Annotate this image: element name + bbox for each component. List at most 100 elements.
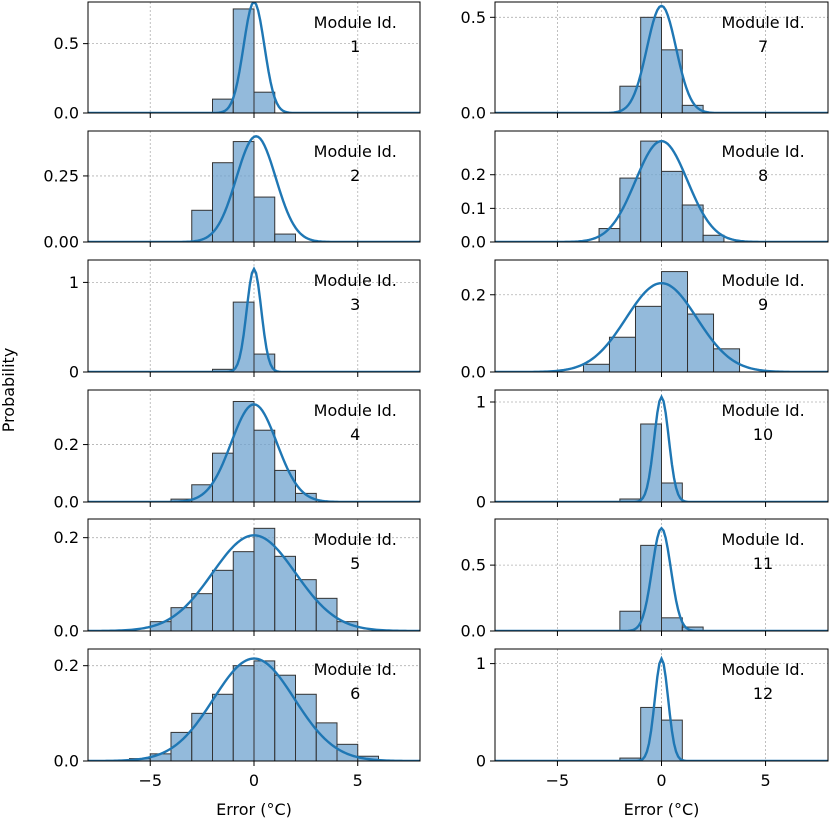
histogram-bar: [661, 617, 683, 631]
histogram-bar: [274, 469, 296, 502]
module-id-number: 1: [350, 37, 360, 56]
histogram-bar: [582, 363, 610, 372]
y-tick-label: 0.00: [43, 233, 79, 252]
histogram-bar: [702, 234, 725, 242]
module-annotation-label: Module Id.: [721, 401, 804, 420]
histogram-bar: [640, 544, 662, 631]
kde-curve: [495, 281, 828, 372]
histogram-bar: [274, 233, 296, 242]
y-tick-label: 0.5: [461, 556, 486, 575]
y-tick-label: 0: [69, 363, 79, 382]
x-axis-label: Error (°C): [216, 800, 292, 819]
histogram-bar: [232, 665, 255, 761]
y-tick-label: 0.1: [461, 199, 486, 218]
subplot-module-9: 0.0 0.2 Module Id. 9: [461, 259, 829, 382]
subplot-module-12: 0 1 −5 0 5 Module Id. 12 Error (°C): [476, 648, 829, 819]
module-id-number: 11: [753, 554, 773, 573]
module-id-number: 7: [758, 37, 768, 56]
subplot-module-2: 0.00 0.25 Module Id. 2: [43, 130, 421, 252]
y-tick-label: 1: [69, 273, 79, 292]
module-id-number: 10: [753, 425, 773, 444]
module-annotation-label: Module Id.: [314, 142, 397, 161]
module-annotation-label: Module Id.: [314, 13, 397, 32]
x-tick-label: 5: [353, 771, 363, 790]
histogram-bar: [608, 336, 636, 372]
subplot-module-7: 0.0 0.5 Module Id. 7: [461, 1, 829, 123]
subplot-module-8: 0.0 0.1 0.2 Module Id. 8: [461, 130, 829, 252]
module-id-number: 9: [758, 295, 768, 314]
module-annotation-label: Module Id.: [721, 142, 804, 161]
subplot-module-3: 0 1 Module Id. 3: [69, 259, 421, 382]
kde-curve: [88, 135, 420, 242]
histogram-bar: [634, 305, 662, 372]
y-tick-label: 0.0: [461, 104, 486, 123]
histogram-bar: [713, 348, 741, 372]
module-annotation-label: Module Id.: [314, 271, 397, 290]
histogram-bar: [253, 429, 276, 502]
histogram-bar: [661, 271, 689, 372]
histogram-bar: [253, 196, 276, 242]
histogram-bar: [191, 593, 213, 631]
module-annotation-label: Module Id.: [314, 530, 397, 549]
y-tick-label: 0.0: [461, 363, 486, 382]
subplot-module-10: 0 1 Module Id. 10: [476, 389, 829, 512]
histogram-bar: [253, 91, 276, 113]
module-id-number: 3: [350, 295, 360, 314]
y-tick-label: 0.2: [54, 528, 79, 547]
y-tick-label: 0.2: [54, 435, 79, 454]
histogram-bar: [661, 170, 683, 242]
y-tick-label: 0.0: [461, 233, 486, 252]
module-annotation-label: Module Id.: [721, 530, 804, 549]
subplot-module-1: 0.0 0.5 Module Id. 1: [54, 1, 421, 123]
subplot-module-4: 0.0 0.2 Module Id. 4: [54, 389, 421, 512]
module-id-number: 2: [350, 166, 360, 185]
kde-curve: [88, 266, 420, 372]
module-annotation-label: Module Id.: [314, 401, 397, 420]
histogram-bar: [232, 400, 255, 502]
y-tick-label: 0.2: [54, 656, 79, 675]
y-tick-label: 0.0: [54, 752, 79, 771]
histogram-bar: [191, 209, 213, 242]
kde-curve: [88, 657, 420, 761]
kde-curve: [88, 403, 420, 502]
module-id-number: 8: [758, 166, 768, 185]
histogram-bar: [681, 204, 704, 242]
y-tick-label: 0.5: [54, 34, 79, 53]
y-tick-label: 0.2: [461, 285, 486, 304]
module-id-number: 6: [350, 684, 360, 703]
histogram-bar: [253, 660, 276, 761]
module-annotation-label: Module Id.: [721, 271, 804, 290]
y-axis-label: Probability: [0, 348, 18, 433]
histogram-bar: [232, 551, 255, 631]
histogram-bar: [191, 712, 213, 761]
x-tick-label: −5: [546, 771, 570, 790]
module-id-number: 12: [753, 684, 773, 703]
subplot-module-11: 0.0 0.5 Module Id. 11: [461, 518, 829, 641]
histogram-bar: [274, 674, 296, 761]
histogram-bar: [232, 8, 255, 113]
x-tick-label: −5: [138, 771, 162, 790]
x-tick-label: 5: [760, 771, 770, 790]
module-annotation-label: Module Id.: [721, 660, 804, 679]
histogram-bar: [640, 140, 662, 242]
y-tick-label: 0: [476, 493, 486, 512]
y-tick-label: 0.5: [461, 8, 486, 27]
x-axis-label: Error (°C): [624, 800, 700, 819]
x-tick-label: 0: [656, 771, 666, 790]
histogram-bar: [661, 482, 683, 502]
kde-curve: [88, 534, 420, 631]
module-annotation-label: Module Id.: [721, 13, 804, 32]
histogram-bar: [212, 569, 234, 631]
histogram-bar: [212, 693, 234, 761]
y-tick-label: 1: [476, 393, 486, 412]
y-tick-label: 0: [476, 752, 486, 771]
module-id-number: 4: [350, 425, 360, 444]
y-tick-label: 1: [476, 654, 486, 673]
y-tick-label: 0.0: [54, 104, 79, 123]
module-annotation-label: Module Id.: [314, 660, 397, 679]
module-id-number: 5: [350, 554, 360, 573]
kde-curve: [495, 394, 828, 502]
histogram-bar: [253, 353, 276, 372]
